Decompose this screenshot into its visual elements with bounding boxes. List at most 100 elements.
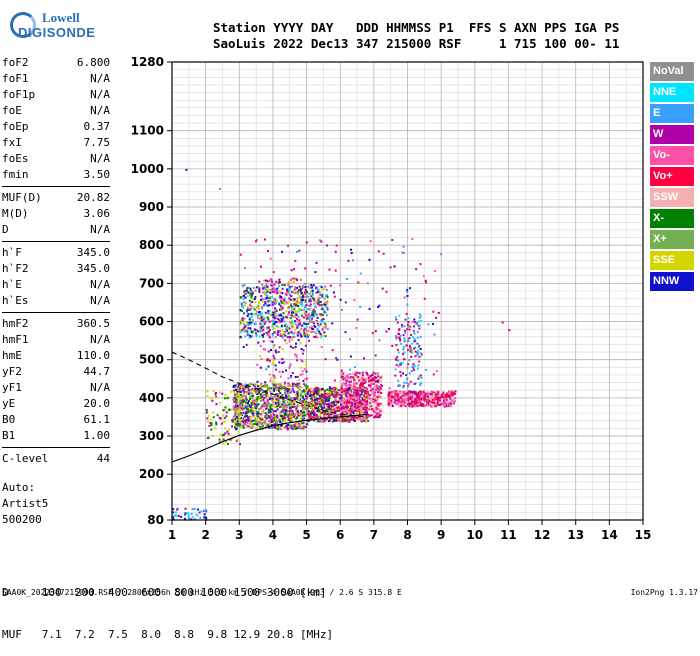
echo-point	[448, 392, 451, 395]
echo-point	[451, 390, 454, 393]
echo-point	[374, 388, 377, 391]
echo-point	[334, 395, 337, 398]
echo-point	[406, 400, 409, 403]
echo-point	[223, 417, 226, 420]
param-name: B1	[2, 429, 16, 442]
echo-point	[223, 409, 226, 412]
echo-point	[419, 315, 422, 318]
echo-point	[229, 438, 232, 441]
echo-point	[345, 389, 348, 392]
echo-point	[286, 291, 289, 294]
echo-point	[310, 284, 313, 286]
echo-point	[365, 420, 367, 423]
echo-point	[352, 393, 355, 396]
echo-point	[375, 406, 378, 409]
echo-point	[247, 295, 249, 298]
echo-point	[291, 314, 293, 317]
echo-point	[233, 391, 236, 394]
echo-point	[273, 344, 276, 347]
echo-point	[239, 399, 242, 402]
echo-point	[289, 391, 292, 394]
echo-point	[339, 397, 342, 400]
echo-point	[335, 404, 338, 407]
echo-point	[282, 397, 284, 400]
echo-point	[362, 377, 365, 380]
param-row: yF2 44.7	[2, 365, 110, 381]
echo-point	[285, 413, 288, 416]
echo-point	[249, 422, 252, 425]
echo-point	[256, 396, 259, 399]
echo-point	[395, 401, 398, 404]
echo-point	[417, 402, 420, 404]
echo-point	[429, 397, 432, 400]
echo-point	[348, 413, 350, 416]
echo-point	[285, 412, 288, 415]
echo-point	[345, 399, 347, 402]
echo-point	[296, 411, 299, 414]
echo-point	[312, 322, 315, 325]
echo-point	[390, 395, 393, 398]
echo-point	[401, 394, 404, 397]
echo-point	[339, 394, 341, 396]
echo-point	[276, 387, 278, 390]
echo-point	[374, 409, 377, 412]
echo-point	[244, 386, 247, 389]
echo-point	[241, 319, 244, 322]
echo-point	[324, 416, 327, 419]
echo-point	[413, 402, 416, 405]
echo-point	[304, 286, 307, 289]
x-tick-label: 6	[336, 528, 344, 542]
echo-point	[310, 417, 313, 420]
echo-point	[361, 391, 364, 394]
echo-point	[239, 296, 242, 299]
echo-point	[422, 275, 425, 278]
echo-point	[399, 399, 402, 402]
echo-point	[320, 303, 323, 306]
param-name: hmF1	[2, 333, 29, 346]
echo-point	[276, 422, 279, 425]
param-value: 7.75	[83, 136, 111, 149]
echo-point	[245, 383, 247, 386]
echo-point	[306, 423, 309, 426]
echo-point	[283, 399, 286, 402]
echo-point	[430, 393, 432, 396]
y-tick-label: 300	[139, 429, 164, 443]
echo-point	[277, 318, 280, 320]
echo-point	[296, 279, 299, 282]
echo-point	[271, 362, 274, 365]
param-name: h`Es	[2, 294, 29, 307]
echo-point	[443, 402, 446, 405]
echo-point	[243, 417, 246, 420]
echo-point	[239, 443, 241, 446]
echo-point	[243, 304, 246, 307]
echo-point	[419, 352, 422, 355]
echo-point	[413, 340, 416, 343]
echo-point	[279, 382, 282, 385]
echo-point	[299, 394, 302, 397]
echo-point	[294, 422, 297, 425]
echo-point	[364, 392, 366, 395]
echo-point	[354, 386, 357, 389]
echo-point	[311, 290, 314, 293]
echo-point	[280, 296, 283, 298]
echo-point	[356, 391, 359, 393]
echo-point	[288, 292, 291, 295]
echo-point	[299, 297, 302, 300]
echo-point	[308, 329, 311, 332]
echo-point	[291, 383, 294, 385]
echo-point	[305, 370, 308, 373]
echo-point	[278, 427, 281, 430]
param-row: M(D) 3.06	[2, 207, 110, 223]
echo-point	[261, 334, 264, 337]
echo-point	[408, 359, 411, 362]
echo-point	[298, 249, 301, 252]
echo-point	[284, 404, 287, 407]
echo-point	[392, 405, 394, 408]
echo-point	[282, 386, 285, 389]
echo-point	[318, 332, 320, 335]
echo-point	[270, 284, 273, 287]
echo-point	[290, 331, 293, 334]
echo-point	[346, 397, 349, 400]
echo-point	[329, 388, 332, 391]
echo-point	[261, 297, 264, 300]
